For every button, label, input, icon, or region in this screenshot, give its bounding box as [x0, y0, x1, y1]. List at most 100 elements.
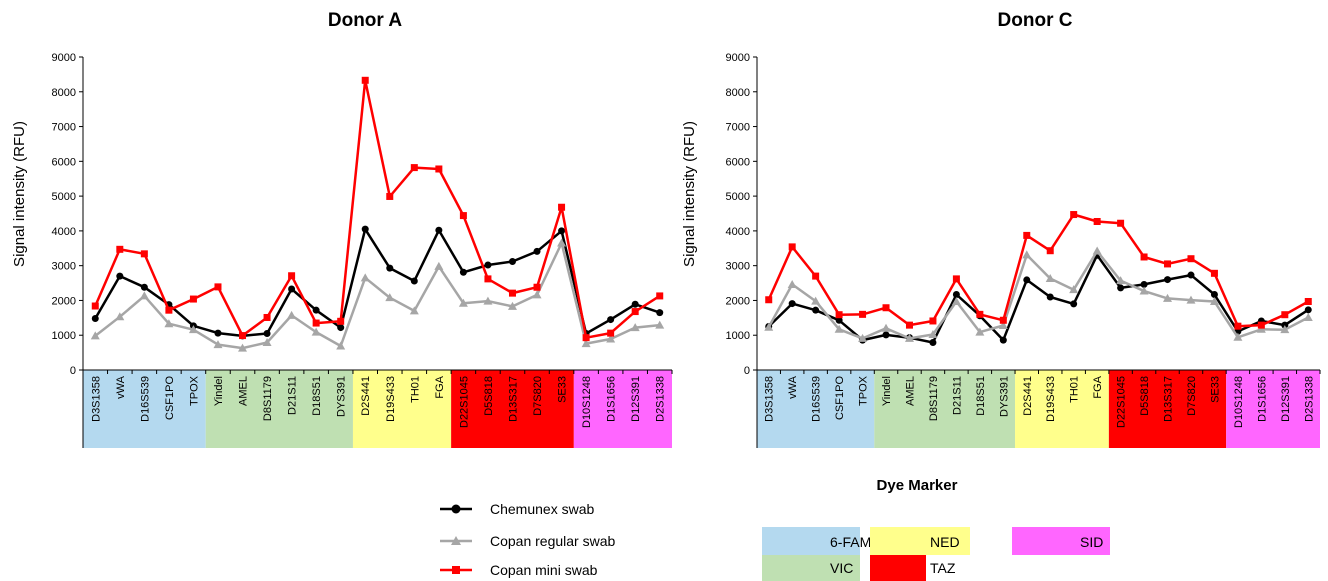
data-point-copan-regular-swab-6-donor-c — [904, 333, 914, 342]
series-line-copan-mini-swab-donor-c — [767, 213, 1309, 328]
dye-label-6fam: 6-FAM — [830, 534, 871, 550]
data-point-copan-mini-swab-22-donor-a — [631, 308, 639, 316]
data-point-copan-mini-swab-23-donor-a — [656, 292, 664, 300]
dye-legend-item-ned: NED — [870, 527, 970, 555]
data-point-chemunex-swab-16-donor-c — [1140, 280, 1148, 288]
data-point-chemunex-swab-10-donor-c — [999, 336, 1007, 344]
data-point-copan-mini-swab-5-donor-a — [214, 283, 222, 291]
dye-legend-item-sid: SID — [1012, 527, 1110, 555]
data-point-copan-regular-swab-17-donor-c — [1163, 293, 1173, 302]
series-line-chemunex-swab-donor-a — [94, 227, 661, 338]
data-point-copan-mini-swab-10-donor-c — [999, 316, 1007, 324]
y-tick-label-3000-donor-c: 3000 — [726, 261, 750, 273]
x-tick-label-d22s1045-donor-c: D22S1045 — [1116, 376, 1128, 428]
x-tick-label-fga-donor-c: FGA — [1092, 375, 1104, 398]
data-point-copan-mini-swab-10-donor-a — [337, 317, 345, 325]
x-tick-label-tpox-donor-c: TPOX — [858, 375, 870, 406]
data-point-chemunex-swab-22-donor-a — [631, 300, 639, 308]
y-tick-label-7000-donor-c: 7000 — [726, 122, 750, 134]
data-point-chemunex-swab-11-donor-c — [1023, 276, 1031, 284]
data-point-copan-regular-swab-10-donor-a — [336, 341, 346, 350]
data-point-copan-regular-swab-21-donor-c — [1256, 324, 1266, 333]
x-tick-label-d1s1656-donor-a: D1S1656 — [606, 376, 618, 422]
data-point-copan-mini-swab-11-donor-a — [361, 76, 369, 84]
data-point-copan-mini-swab-14-donor-c — [1093, 217, 1101, 225]
y-tick-label-1000-donor-c: 1000 — [726, 330, 750, 342]
data-point-chemunex-swab-13-donor-c — [1070, 300, 1078, 308]
x-tick-label-d12s391-donor-c: D12S391 — [1280, 376, 1292, 422]
y-tick-label-0-donor-a: 0 — [70, 365, 76, 377]
data-point-copan-regular-swab-23-donor-a — [655, 320, 665, 329]
x-tick-label-d19s433-donor-c: D19S433 — [1045, 376, 1057, 422]
data-point-copan-regular-swab-22-donor-c — [1280, 325, 1290, 334]
data-point-copan-regular-swab-0-donor-c — [764, 322, 774, 331]
data-point-copan-regular-swab-4-donor-a — [188, 325, 198, 334]
data-point-copan-regular-swab-19-donor-a — [557, 238, 567, 247]
data-point-copan-regular-swab-7-donor-a — [262, 338, 272, 347]
y-tick-label-1000-donor-a: 1000 — [52, 330, 76, 342]
data-point-copan-regular-swab-15-donor-c — [1116, 276, 1126, 285]
y-axis-label-donor-a: Signal intensity (RFU) — [11, 121, 28, 267]
dye-label-sid: SID — [1080, 534, 1103, 550]
data-point-chemunex-swab-17-donor-a — [508, 257, 516, 265]
data-point-copan-regular-swab-12-donor-c — [1045, 274, 1055, 283]
x-tick-label-d22s1045-donor-a: D22S1045 — [458, 376, 470, 428]
data-point-copan-regular-swab-18-donor-a — [532, 290, 542, 299]
legend-item-copan-mini: Copan mini swab — [440, 562, 598, 578]
x-tick-label-d8s1179-donor-a: D8S1179 — [262, 376, 274, 421]
data-point-copan-mini-swab-7-donor-a — [263, 313, 271, 321]
x-tick-label-d10s1248-donor-a: D10S1248 — [581, 376, 593, 428]
data-point-copan-regular-swab-8-donor-c — [951, 296, 961, 305]
y-tick-label-2000-donor-c: 2000 — [726, 295, 750, 307]
data-point-copan-regular-swab-9-donor-a — [311, 327, 321, 336]
x-tick-label-vwa-donor-a: vWA — [115, 375, 127, 398]
dye-marker-legend: Dye Marker 6-FAM VIC NED TAZ SID — [762, 477, 1110, 581]
x-tick-label-d2s441-donor-a: D2S441 — [360, 376, 372, 416]
data-point-copan-regular-swab-9-donor-c — [975, 327, 985, 336]
dye-label-taz: TAZ — [930, 560, 956, 576]
dye-strip-ned-donor-c — [1015, 370, 1109, 448]
data-point-chemunex-swab-16-donor-a — [484, 261, 492, 269]
data-point-copan-regular-swab-5-donor-c — [881, 323, 891, 332]
x-tick-label-d3s1358-donor-a: D3S1358 — [90, 376, 102, 422]
dye-label-vic: VIC — [830, 560, 853, 576]
x-tick-label-d1s1656-donor-c: D1S1656 — [1256, 376, 1268, 422]
data-point-copan-regular-swab-1-donor-a — [115, 312, 125, 321]
legend-label-copan-mini: Copan mini swab — [490, 562, 598, 578]
data-point-copan-regular-swab-4-donor-c — [858, 333, 868, 342]
dye-swatch-ned — [870, 527, 970, 555]
data-point-chemunex-swab-22-donor-c — [1281, 321, 1289, 329]
data-point-chemunex-swab-3-donor-c — [835, 316, 843, 324]
data-point-copan-regular-swab-10-donor-c — [998, 320, 1008, 329]
data-point-copan-mini-swab-2-donor-c — [812, 272, 820, 280]
data-point-copan-mini-swab-9-donor-a — [312, 319, 320, 327]
data-point-copan-regular-swab-0-donor-a — [90, 331, 100, 340]
data-point-copan-regular-swab-11-donor-a — [360, 273, 370, 282]
data-point-copan-mini-swab-22-donor-c — [1281, 311, 1289, 319]
dye-swatch-sid — [1012, 527, 1110, 555]
data-point-copan-regular-swab-2-donor-a — [139, 291, 149, 300]
data-point-chemunex-swab-5-donor-c — [882, 331, 890, 339]
x-tick-label-d8s1179-donor-c: D8S1179 — [928, 376, 940, 421]
data-point-chemunex-swab-12-donor-c — [1046, 293, 1054, 301]
x-tick-label-d21s11-donor-c: D21S11 — [951, 376, 963, 415]
data-point-chemunex-swab-21-donor-a — [607, 316, 615, 324]
x-tick-label-d10s1248-donor-c: D10S1248 — [1233, 376, 1245, 428]
data-point-copan-mini-swab-21-donor-c — [1257, 321, 1265, 329]
data-point-copan-regular-swab-13-donor-a — [409, 306, 419, 315]
x-tick-label-d18s51-donor-c: D18S51 — [975, 376, 987, 416]
data-point-copan-mini-swab-5-donor-c — [882, 304, 890, 312]
y-tick-label-8000-donor-a: 8000 — [52, 87, 76, 99]
data-point-copan-mini-swab-20-donor-c — [1234, 322, 1242, 330]
data-point-chemunex-swab-14-donor-a — [435, 226, 443, 234]
data-point-copan-regular-swab-7-donor-c — [928, 330, 938, 339]
y-tick-label-5000-donor-a: 5000 — [52, 191, 76, 203]
line-chart-donor-c: 0 1000 2000 3000 4000 5000 6000 7000 8000 9000 D3S… — [726, 52, 1321, 448]
x-tick-label-d5s818-donor-c: D5S818 — [1139, 376, 1151, 416]
data-point-copan-regular-swab-8-donor-a — [287, 310, 297, 319]
dye-swatch-6fam — [762, 527, 860, 555]
data-point-copan-regular-swab-17-donor-a — [507, 301, 517, 310]
dye-swatch-taz — [870, 555, 926, 581]
data-point-copan-mini-swab-17-donor-c — [1164, 260, 1172, 268]
